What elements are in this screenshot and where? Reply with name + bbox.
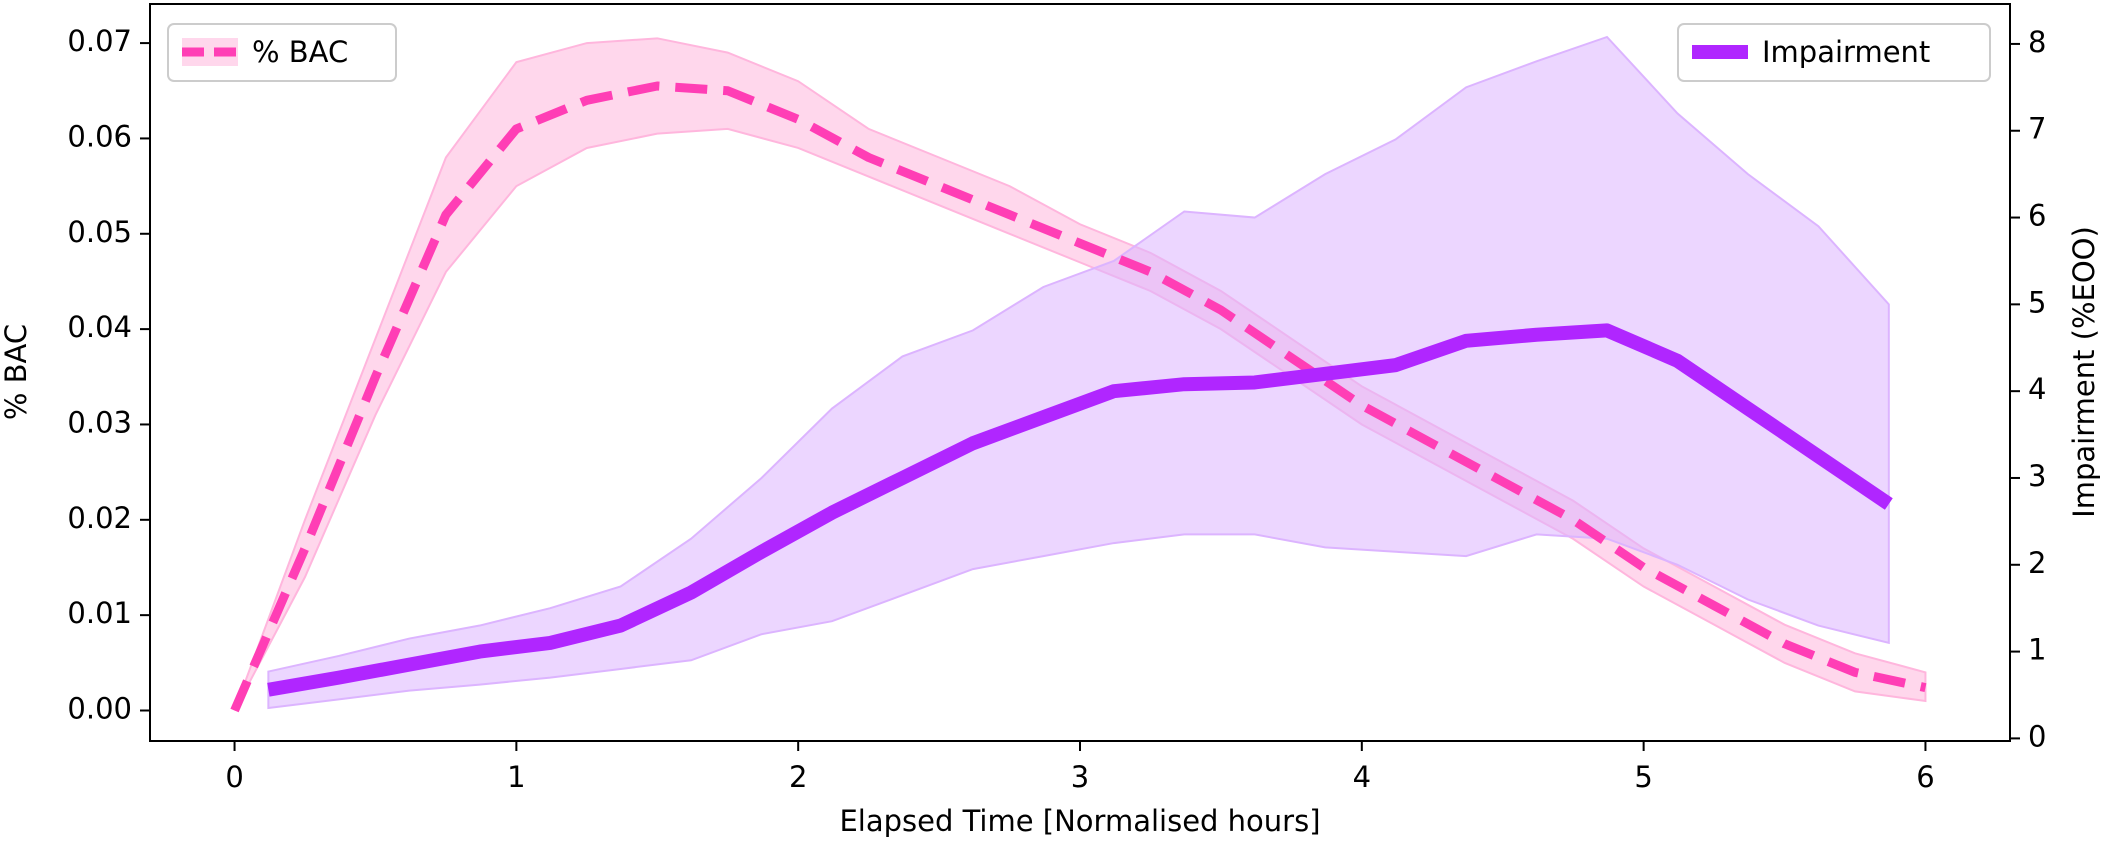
x-tick-label: 4 <box>1353 760 1371 794</box>
y-tick-label: 0.06 <box>67 119 132 153</box>
y-tick-label: 0.00 <box>67 691 132 725</box>
y2-tick-label: 8 <box>2028 25 2046 59</box>
plot-layer <box>230 35 1927 713</box>
x-tick-label: 6 <box>1916 760 1934 794</box>
y-tick-label: 0.02 <box>67 501 132 535</box>
x-tick-label: 5 <box>1634 760 1652 794</box>
y-tick-label: 0.05 <box>67 215 132 249</box>
y2-tick-label: 3 <box>2028 459 2046 493</box>
y2-tick-label: 0 <box>2028 719 2046 753</box>
legend-box <box>1677 23 1991 82</box>
x-axis-label: Elapsed Time [Normalised hours] <box>839 804 1320 838</box>
y2-tick-label: 4 <box>2028 372 2046 406</box>
y-tick-label: 0.04 <box>67 310 132 344</box>
y2-tick-label: 5 <box>2028 285 2046 319</box>
confidence-band <box>267 35 1890 710</box>
y-axis-label: % BAC <box>0 324 33 420</box>
legend: Impairment <box>1677 23 1991 82</box>
y-tick-label: 0.03 <box>67 405 132 439</box>
series-line <box>230 81 1927 713</box>
series-line <box>267 323 1893 697</box>
y2-tick-label: 1 <box>2028 633 2046 667</box>
x-tick-label: 1 <box>507 760 525 794</box>
y2-tick-label: 2 <box>2028 546 2046 580</box>
x-tick-label: 3 <box>1071 760 1089 794</box>
y-tick-label: 0.07 <box>67 24 132 58</box>
y2-axis-label: Impairment (%EOO) <box>2067 226 2101 518</box>
y2-tick-label: 7 <box>2028 112 2046 146</box>
legend-label: % BAC <box>252 35 348 69</box>
x-tick-label: 0 <box>225 760 243 794</box>
legend: % BAC <box>167 23 397 82</box>
legend-label: Impairment <box>1762 35 1930 69</box>
y2-tick-label: 6 <box>2028 199 2046 233</box>
y-tick-label: 0.01 <box>67 596 132 630</box>
x-tick-label: 2 <box>789 760 807 794</box>
